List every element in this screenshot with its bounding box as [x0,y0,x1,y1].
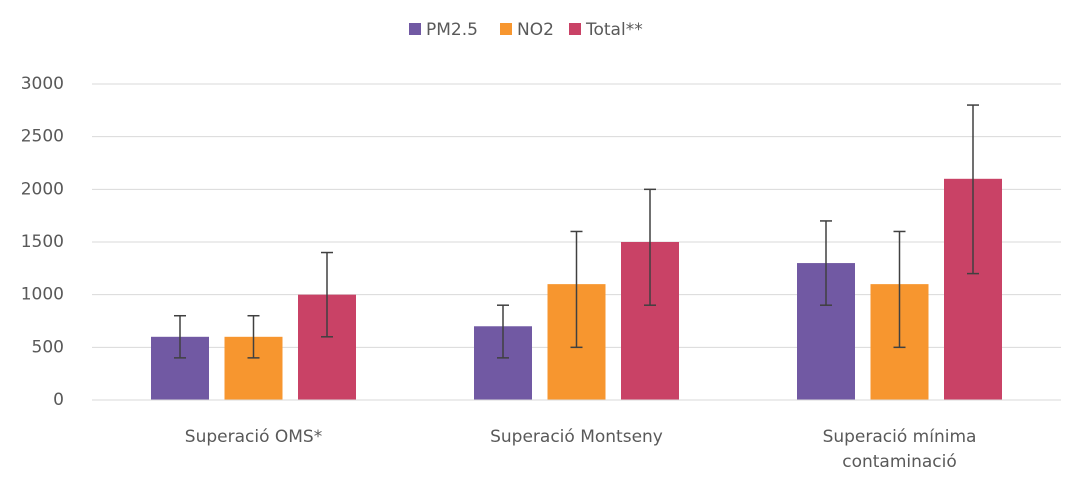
y-tick-label: 3000 [21,74,64,94]
y-tick-label: 500 [32,337,64,357]
x-tick-label: Superació Montseny [490,427,663,447]
x-tick-label: Superació OMS* [184,427,323,447]
legend-label: PM2.5 [426,20,478,40]
y-tick-label: 0 [53,390,64,410]
legend-swatch [409,23,421,35]
y-tick-label: 2000 [21,179,64,199]
legend-swatch [500,23,512,35]
legend-label: Total** [585,20,643,40]
legend-label: NO2 [517,20,554,40]
y-tick-label: 1000 [21,285,64,305]
x-tick-label: Superació mínima contaminació [822,427,977,472]
y-tick-label: 1500 [21,232,64,252]
legend-swatch [569,23,581,35]
y-tick-label: 2500 [21,127,64,147]
